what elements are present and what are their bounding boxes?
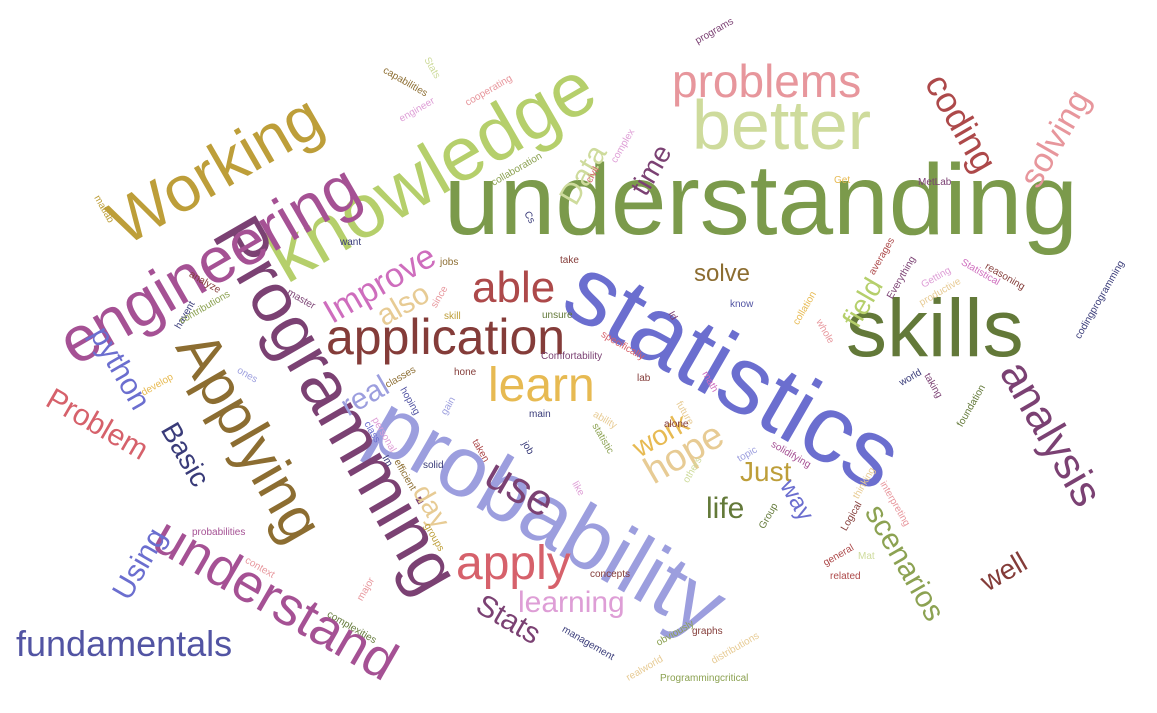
word-want-42: want bbox=[340, 237, 362, 248]
word-basic-30: Basic bbox=[154, 417, 216, 492]
word-programs-48: programs bbox=[693, 16, 736, 47]
word-skills-3: skills bbox=[846, 283, 1024, 374]
word-skill-62: skill bbox=[444, 311, 461, 322]
word-stats-46: Stats bbox=[421, 55, 443, 81]
word-programmingcritical-122: Programmingcritical bbox=[660, 673, 749, 684]
word-solid-100: solid bbox=[423, 460, 444, 471]
word-know-70: know bbox=[730, 299, 754, 310]
word-well-41: well bbox=[975, 546, 1033, 598]
word-application-11: application bbox=[326, 309, 566, 365]
word-develop-77: develop bbox=[139, 371, 176, 399]
word-fundamentals-18: fundamentals bbox=[16, 623, 233, 664]
word-graphs-119: graphs bbox=[692, 626, 723, 637]
word-understanding-0: understanding bbox=[444, 144, 1078, 256]
word-learn-13: learn bbox=[488, 359, 595, 412]
word-probabilities-110: probabilities bbox=[192, 527, 246, 538]
word-able-16: able bbox=[472, 263, 556, 312]
word-major-113: major bbox=[355, 575, 378, 603]
word-hone-80: hone bbox=[454, 367, 477, 378]
word-take-56: take bbox=[560, 255, 579, 266]
word-metlab-55: MetLab bbox=[918, 177, 952, 188]
word-just-37: Just bbox=[740, 456, 792, 487]
word-concepts-114: concepts bbox=[590, 569, 631, 580]
word-whole-73: whole bbox=[813, 317, 836, 346]
word-main-90: main bbox=[529, 409, 551, 420]
word-foundation-86: foundation bbox=[955, 383, 989, 429]
word-mat-109: Mat bbox=[858, 551, 875, 562]
word-better-6: better bbox=[692, 86, 871, 164]
word-engineer-45: engineer bbox=[397, 95, 437, 125]
word-jobs-53: jobs bbox=[440, 257, 459, 268]
word-apply-15: apply bbox=[456, 537, 571, 590]
word-alone-93: alone bbox=[664, 419, 689, 430]
word-group-105: Group bbox=[757, 501, 781, 531]
word-capabilities-44: capabilities bbox=[381, 65, 430, 100]
word-codingprogramming-69: codingprogramming bbox=[1073, 258, 1127, 341]
word-taking-85: taking bbox=[921, 371, 945, 401]
word-life-38: life bbox=[706, 492, 745, 525]
word-since-61: since bbox=[429, 284, 451, 310]
word-problems-12: problems bbox=[672, 55, 862, 107]
word-unsure-63: unsure bbox=[542, 310, 573, 321]
word-general-108: general bbox=[821, 542, 856, 569]
word-learning-25: learning bbox=[518, 586, 625, 619]
word-analysis-14: analysis bbox=[990, 352, 1113, 515]
word-management-117: management bbox=[560, 624, 617, 663]
word-lab-81: lab bbox=[637, 373, 651, 384]
word-get-54: Get bbox=[834, 175, 851, 186]
word-comfortability-76: Comfortability bbox=[541, 351, 603, 362]
word-way-40: way bbox=[774, 475, 820, 526]
word-solving-20: solving bbox=[1012, 83, 1099, 194]
word-solve-31: solve bbox=[694, 260, 751, 287]
word-related-115: related bbox=[830, 571, 861, 582]
